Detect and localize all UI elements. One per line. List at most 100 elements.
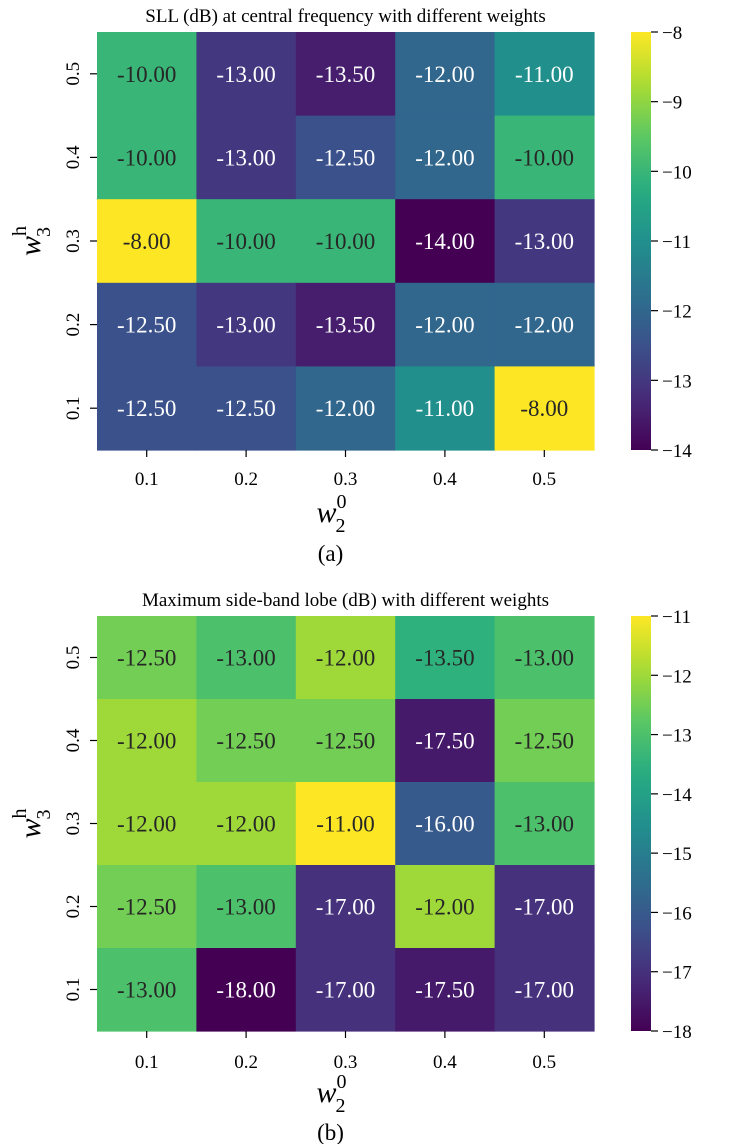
cell-value-label: -17.50 <box>415 978 474 1003</box>
heatmap-cell <box>196 782 297 866</box>
chart-title: SLL (dB) at central frequency with diffe… <box>145 6 545 27</box>
figure-caption: (a) <box>318 541 344 566</box>
colorbar-tick-label: −12 <box>662 666 692 687</box>
cell-value-label: -12.00 <box>415 313 474 338</box>
cell-value-label: -12.00 <box>515 313 574 338</box>
cell-value-label: -12.50 <box>117 646 176 671</box>
heatmap-cell <box>494 948 595 1032</box>
cell-value-label: -11.00 <box>316 812 375 837</box>
heatmap-cell <box>494 366 595 451</box>
cell-value-label: -13.00 <box>515 812 574 837</box>
heatmap-cell <box>395 282 496 367</box>
cell-value-label: -8.00 <box>123 229 171 254</box>
colorbar-tick-label: −16 <box>662 903 692 924</box>
heatmap-cell <box>295 616 396 700</box>
cell-value-label: -16.00 <box>415 812 474 837</box>
y-tick-label: 0.3 <box>63 229 84 253</box>
colorbar <box>631 616 651 1031</box>
cell-value-label: -12.50 <box>216 729 275 754</box>
y-tick-label: 0.5 <box>63 646 84 670</box>
colorbar-tick-label: −11 <box>662 232 691 253</box>
heatmap-cell <box>196 699 297 783</box>
cell-value-label: -18.00 <box>216 978 275 1003</box>
cell-value-label: -12.50 <box>316 145 375 170</box>
heatmap-cell <box>196 115 297 200</box>
cell-value-label: -11.00 <box>416 396 475 421</box>
heatmap-cell <box>295 366 396 451</box>
heatmap-cell <box>196 865 297 949</box>
colorbar-tick-label: −17 <box>662 963 692 984</box>
cell-value-label: -17.00 <box>316 978 375 1003</box>
heatmap-cell <box>295 948 396 1032</box>
heatmap-cell <box>494 115 595 200</box>
x-tick-label: 0.3 <box>334 469 358 490</box>
cell-value-label: -13.00 <box>216 646 275 671</box>
cell-value-label: -10.00 <box>216 229 275 254</box>
colorbar-tick-label: −12 <box>662 302 692 323</box>
cell-value-label: -12.50 <box>117 396 176 421</box>
cell-value-label: -12.00 <box>117 729 176 754</box>
heatmap-cell <box>295 115 396 200</box>
cell-value-label: -12.00 <box>415 145 474 170</box>
cell-value-label: -12.00 <box>316 646 375 671</box>
cell-value-label: -13.00 <box>117 978 176 1003</box>
heatmap-cell <box>494 32 595 117</box>
y-tick-label: 0.1 <box>63 396 84 420</box>
cell-value-label: -17.00 <box>515 895 574 920</box>
cell-value-label: -12.00 <box>415 62 474 87</box>
heatmap-cell <box>97 948 197 1032</box>
figure-caption: (b) <box>317 1120 344 1144</box>
x-tick-label: 0.1 <box>135 469 159 490</box>
x-tick-label: 0.2 <box>234 1052 258 1073</box>
x-tick-label: 0.4 <box>433 469 457 490</box>
heatmap-cell <box>97 282 197 367</box>
cell-value-label: -13.00 <box>515 646 574 671</box>
colorbar-tick-label: −18 <box>662 1022 692 1043</box>
cell-value-label: -17.00 <box>515 978 574 1003</box>
cell-value-label: -12.00 <box>316 396 375 421</box>
heatmap-cell <box>97 616 197 700</box>
cell-value-label: -10.00 <box>117 62 176 87</box>
cell-value-label: -17.50 <box>415 729 474 754</box>
heatmap-cell <box>395 699 496 783</box>
heatmap-cell <box>494 699 595 783</box>
x-tick-label: 0.5 <box>532 469 556 490</box>
heatmap-cell <box>196 948 297 1032</box>
colorbar-tick-label: −13 <box>662 726 692 747</box>
heatmap-b: Maximum side-band lobe (dB) with differe… <box>9 590 692 1144</box>
heatmap-cell <box>295 282 396 367</box>
y-axis-label: wh 3 <box>9 808 55 838</box>
cell-value-label: -13.50 <box>316 313 375 338</box>
x-tick-label: 0.1 <box>135 1052 159 1073</box>
y-tick-label: 0.3 <box>63 812 84 836</box>
colorbar-tick-label: −11 <box>662 607 691 628</box>
colorbar-tick-label: −8 <box>662 23 682 44</box>
cell-value-label: -12.00 <box>216 812 275 837</box>
colorbar-tick-label: −14 <box>662 785 692 806</box>
cell-value-label: -13.00 <box>216 313 275 338</box>
heatmap-cell <box>196 282 297 367</box>
cell-value-label: -13.00 <box>216 145 275 170</box>
heatmap-cell <box>196 32 297 117</box>
cell-value-label: -13.50 <box>316 62 375 87</box>
cell-value-label: -14.00 <box>415 229 474 254</box>
x-tick-label: 0.2 <box>234 469 258 490</box>
cell-value-label: -12.50 <box>117 313 176 338</box>
colorbar-tick-label: −9 <box>662 93 682 114</box>
y-tick-label: 0.4 <box>63 728 84 752</box>
cell-value-label: -17.00 <box>316 895 375 920</box>
cell-value-label: -12.00 <box>117 812 176 837</box>
colorbar-tick-label: −13 <box>662 371 692 392</box>
chart-title: Maximum side-band lobe (dB) with differe… <box>142 590 549 611</box>
y-tick-label: 0.5 <box>63 62 84 86</box>
heatmap-cell <box>395 32 496 117</box>
cell-value-label: -10.00 <box>117 145 176 170</box>
heatmap-cell <box>395 616 496 700</box>
heatmap-cell <box>494 199 595 284</box>
colorbar-tick-label: −15 <box>662 844 692 865</box>
y-axis-label: wh 3 <box>9 226 55 256</box>
cell-value-label: -8.00 <box>520 396 568 421</box>
heatmap-cell <box>196 366 297 451</box>
heatmap-cell <box>295 32 396 117</box>
